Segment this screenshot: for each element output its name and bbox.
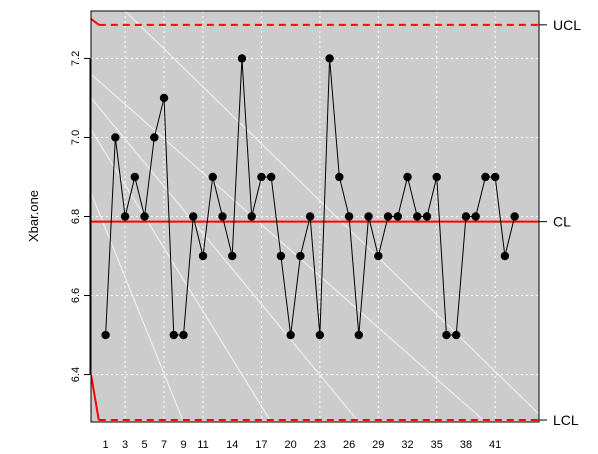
control-limit-lines [91,18,539,422]
background-line [91,73,486,422]
data-point [481,172,490,182]
data-point [276,251,286,261]
data-point [500,251,510,261]
background-line [91,192,185,422]
data-point [120,212,130,221]
data-point [471,212,480,221]
data-point [510,212,519,221]
background-diagonal-lines [91,11,539,422]
y-tick-label: 6.8 [70,209,82,224]
data-point [364,212,373,221]
y-axis-title: Xbar.one [26,190,41,242]
x-tick-label: 17 [255,439,267,451]
y-tick-label: 7.2 [70,51,82,66]
data-point [403,172,412,182]
data-point [198,251,208,261]
x-axis: 1 3 5 7 9 11 14 17 20 23 26 29 32 35 38 41 [103,439,502,451]
data-point [490,172,500,182]
background-line [91,129,272,422]
data-point [140,212,149,221]
x-tick-label: 9 [180,439,186,451]
data-point [296,251,305,261]
y-tick-label: 6.4 [70,367,82,382]
y-tick-label: 7.0 [70,130,82,145]
data-point [452,330,461,340]
data-point [315,330,325,340]
data-point [461,212,471,221]
data-point [169,330,178,340]
x-tick-label: 5 [142,439,148,451]
ucl-label: UCL [553,17,581,33]
x-tick-label: 3 [122,439,128,451]
y-axis: 6.4 6.6 6.8 7.0 7.2 [70,51,91,382]
x-tick-label: 11 [197,439,208,451]
data-point [228,251,237,261]
data-point [374,251,383,261]
lcl-start-segment [91,374,100,421]
control-limit-labels: UCL CL LCL [539,17,581,428]
data-point [179,330,188,340]
data-point [354,330,364,340]
x-tick-label: 1 [103,439,109,451]
data-point [325,54,334,63]
data-point [286,330,295,340]
x-tick-label: 23 [314,439,326,451]
lcl-label: LCL [553,412,579,428]
data-point [237,54,247,63]
x-tick-label: 29 [372,439,384,451]
data-point [344,212,354,221]
data-point [393,212,402,221]
y-tick-label: 6.6 [70,288,82,303]
x-tick-label: 7 [161,439,167,451]
data-point [383,212,393,221]
background-line [91,97,360,422]
x-tick-label: 41 [489,439,501,451]
data-point [247,212,256,221]
data-series [101,54,519,340]
data-point [266,172,276,182]
x-tick-label: 35 [431,439,443,451]
data-point [130,172,140,182]
data-point [159,93,169,103]
ucl-start-segment [91,18,100,26]
cl-label: CL [553,214,571,230]
data-point [150,133,159,142]
data-point [111,133,120,142]
data-point [218,212,227,221]
data-point [432,172,441,182]
data-point [422,212,432,221]
data-point [208,172,217,182]
data-point [189,212,198,221]
x-tick-label: 14 [226,439,238,451]
data-point [101,330,110,340]
data-point [442,330,451,340]
x-tick-label: 32 [401,439,413,451]
data-point [257,172,266,182]
x-tick-label: 38 [460,439,472,451]
data-point [305,212,315,221]
data-point [413,212,422,221]
x-tick-label: 26 [343,439,355,451]
x-tick-label: 20 [285,439,297,451]
data-point [335,172,344,182]
background-line [124,11,539,415]
plot-frame [90,10,540,423]
